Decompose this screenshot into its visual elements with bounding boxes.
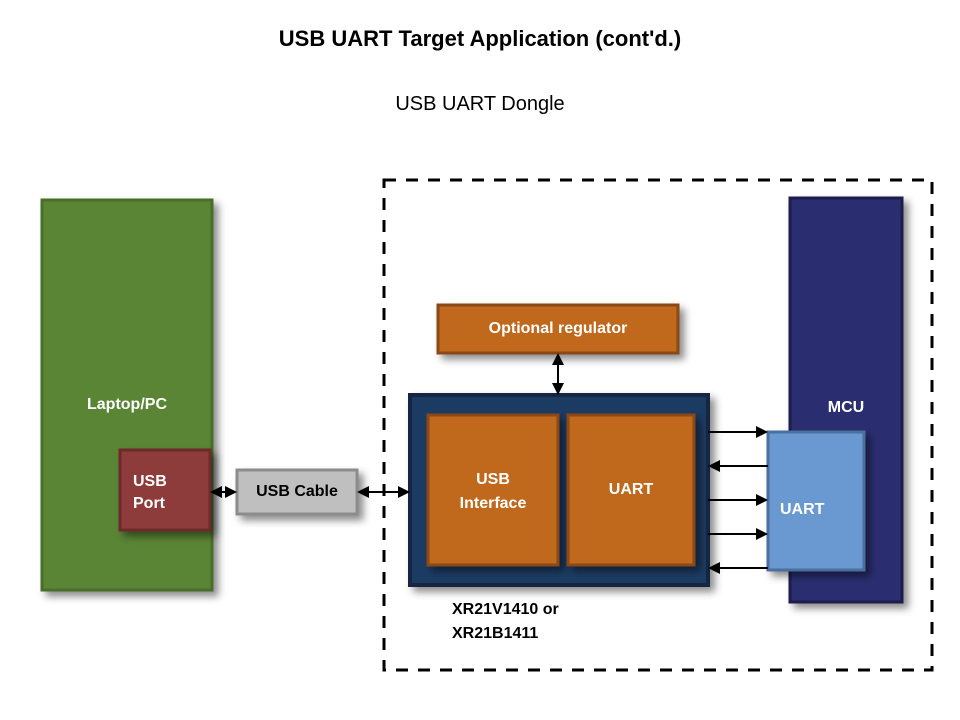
uart-label: UART [609,481,654,498]
usb-port-block: USB Port [120,450,210,530]
usb-port-label-2: Port [133,495,166,512]
usb-port-label-1: USB [133,473,167,490]
regulator-label: Optional regulator [489,320,628,337]
regulator-block: Optional regulator [438,305,678,353]
usb-cable-block: USB Cable [237,470,357,514]
usb-interface-block: USB Interface [428,415,558,565]
chip-label-1: XR21V1410 or [452,601,559,618]
mcu-uart-label: UART [780,501,825,518]
usb-interface-label-2: Interface [460,495,527,512]
laptop-label: Laptop/PC [87,396,167,413]
page-subtitle: USB UART Dongle [395,93,564,115]
chip-label-2: XR21B1411 [452,625,538,642]
page-title: USB UART Target Application (cont'd.) [279,26,681,51]
diagram-canvas: USB UART Target Application (cont'd.) US… [0,0,960,720]
uart-block: UART [568,415,694,565]
usb-cable-label: USB Cable [256,483,338,500]
usb-interface-label-1: USB [476,471,510,488]
mcu-uart-block: UART [768,432,864,570]
mcu-label: MCU [828,399,864,416]
